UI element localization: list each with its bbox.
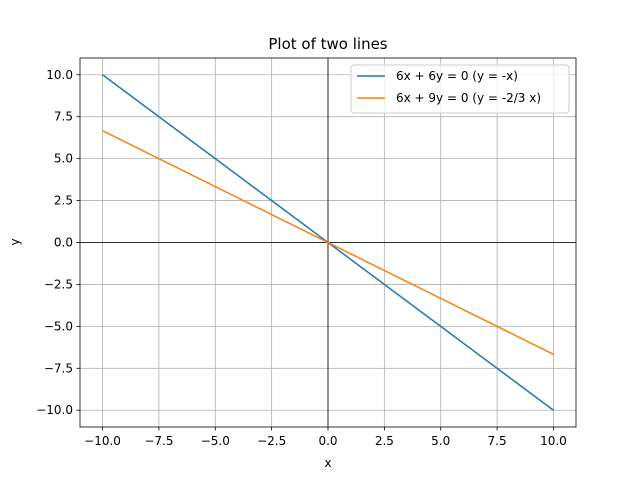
series-lines bbox=[102, 74, 554, 411]
y-tick-label: −7.5 bbox=[44, 361, 73, 375]
y-tick-label: 2.5 bbox=[54, 194, 73, 208]
y-axis-ticks: −10.0 −7.5 −5.0 −2.5 0.0 2.5 5.0 7.5 10.0 bbox=[36, 68, 80, 417]
x-tick-label: 2.5 bbox=[375, 434, 394, 448]
legend-label: 6x + 6y = 0 (y = -x) bbox=[396, 69, 518, 83]
x-tick-label: −2.5 bbox=[257, 434, 286, 448]
x-tick-label: −10.0 bbox=[84, 434, 121, 448]
y-tick-label: −2.5 bbox=[44, 277, 73, 291]
legend: 6x + 6y = 0 (y = -x) 6x + 9y = 0 (y = -2/… bbox=[350, 64, 570, 114]
y-tick-label: 10.0 bbox=[46, 68, 73, 82]
series-line-2 bbox=[102, 130, 554, 355]
x-axis-ticks: −10.0 −7.5 −5.0 −2.5 0.0 2.5 5.0 7.5 10.0 bbox=[84, 427, 567, 448]
y-tick-label: 0.0 bbox=[54, 236, 73, 250]
y-axis-label: y bbox=[8, 238, 22, 245]
x-tick-label: 7.5 bbox=[488, 434, 507, 448]
y-tick-label: −5.0 bbox=[44, 319, 73, 333]
y-tick-label: 5.0 bbox=[54, 152, 73, 166]
legend-label: 6x + 9y = 0 (y = -2/3 x) bbox=[396, 91, 541, 105]
x-tick-label: −5.0 bbox=[201, 434, 230, 448]
chart-title: Plot of two lines bbox=[268, 35, 387, 53]
y-tick-label: 7.5 bbox=[54, 110, 73, 124]
x-axis-label: x bbox=[324, 456, 331, 470]
y-tick-label: −10.0 bbox=[36, 403, 73, 417]
x-tick-label: 0.0 bbox=[318, 434, 337, 448]
legend-box bbox=[350, 64, 570, 114]
x-tick-label: 5.0 bbox=[431, 434, 450, 448]
x-tick-label: −7.5 bbox=[144, 434, 173, 448]
x-tick-label: 10.0 bbox=[540, 434, 567, 448]
